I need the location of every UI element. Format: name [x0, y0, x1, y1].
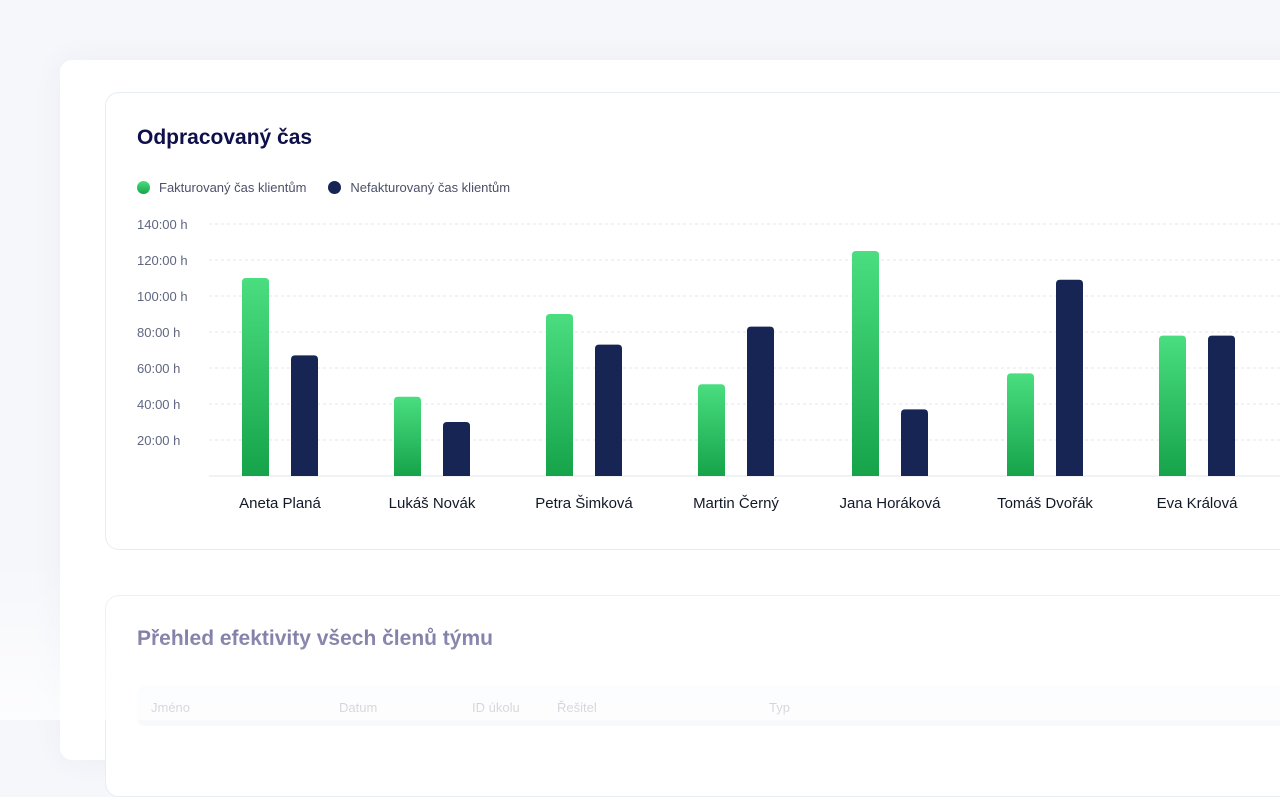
bar-unbilled — [595, 344, 622, 476]
bar-billed — [242, 278, 269, 476]
bar-unbilled — [901, 409, 928, 476]
y-tick-label: 60:00 h — [137, 361, 180, 376]
bar-chart: 20:00 h 40:00 h 60:00 h 80:00 h 100:00 h 120:… — [137, 217, 1280, 512]
y-tick-label: 20:00 h — [137, 433, 180, 448]
col-assignee[interactable]: Řešitel — [557, 700, 597, 715]
bar-billed — [698, 384, 725, 476]
team-efficiency-card: Přehled efektivity všech členů týmu Jmén… — [105, 595, 1280, 797]
legend-dot-unbilled — [328, 181, 342, 194]
x-tick-label: Petra Šimková — [535, 495, 633, 512]
bar-unbilled — [443, 422, 470, 476]
col-type[interactable]: Typ — [769, 700, 790, 715]
legend-item-unbilled[interactable]: Nefakturovaný čas klientům — [328, 180, 510, 195]
col-task-id[interactable]: ID úkolu — [472, 700, 520, 715]
bar-unbilled — [291, 355, 318, 476]
worked-time-card: Odpracovaný čas Fakturovaný čas klientům… — [105, 92, 1280, 550]
table-header: Jméno Datum ID úkolu Řešitel Typ — [137, 686, 1280, 726]
y-tick-label: 100:00 h — [137, 289, 188, 304]
x-tick-label: Lukáš Novák — [389, 495, 476, 512]
chart-title: Odpracovaný čas — [137, 126, 313, 149]
bar-billed — [1159, 335, 1186, 476]
y-tick-label: 40:00 h — [137, 397, 180, 412]
legend-dot-billed — [137, 181, 150, 194]
bar-unbilled — [1056, 279, 1083, 476]
col-date[interactable]: Datum — [339, 700, 378, 715]
bar-unbilled — [747, 326, 774, 476]
bar-billed — [1007, 373, 1034, 476]
chart-legend: Fakturovaný čas klientům Nefakturovaný č… — [137, 180, 510, 195]
table-title: Přehled efektivity všech členů týmu — [137, 627, 493, 650]
bar-billed — [546, 314, 573, 476]
legend-item-billed[interactable]: Fakturovaný čas klientům — [137, 180, 306, 195]
y-tick-label: 80:00 h — [137, 325, 180, 340]
x-tick-label: Tomáš Dvořák — [997, 495, 1093, 512]
x-tick-label: Martin Černý — [693, 495, 779, 512]
x-tick-label: Eva Králová — [1157, 495, 1239, 512]
bar-billed — [394, 396, 421, 476]
y-tick-label: 140:00 h — [137, 217, 188, 232]
col-name[interactable]: Jméno — [151, 700, 191, 715]
bar-billed — [852, 251, 879, 476]
bar-unbilled — [1208, 335, 1235, 476]
x-tick-label: Aneta Planá — [239, 495, 321, 512]
legend-label: Fakturovaný čas klientům — [159, 180, 307, 195]
y-tick-label: 120:00 h — [137, 253, 188, 268]
x-tick-label: Jana Horáková — [840, 495, 942, 512]
legend-label: Nefakturovaný čas klientům — [350, 180, 511, 195]
